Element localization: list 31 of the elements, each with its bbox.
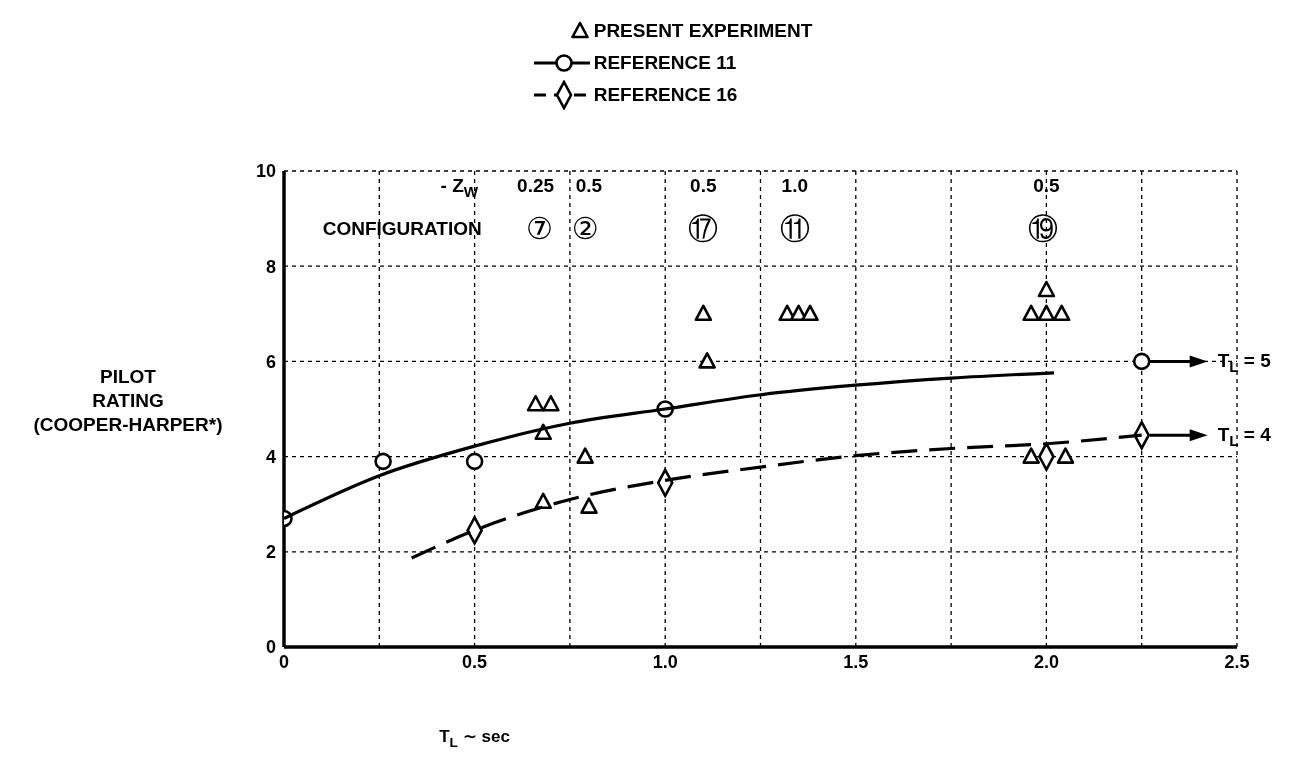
annotation: T$_{L}$ = 4 — [1217, 424, 1272, 450]
y-tick-label: 2 — [265, 542, 276, 563]
annotation: ⑪ — [779, 211, 810, 245]
annotation: ② — [571, 211, 599, 245]
annotation: 0.5 — [575, 175, 603, 197]
annotation: 0.5 — [690, 175, 717, 197]
y-axis-title: PILOT RATING (COOPER-HARPER*) — [33, 366, 223, 435]
legend-label: REFERENCE 16 — [593, 84, 738, 106]
annotation: - Z$_{W}$ — [440, 175, 479, 201]
annotation: 0.25 — [517, 175, 555, 197]
annotation: ⑰ — [688, 211, 719, 245]
annotation: T$_{L}$ = 5 — [1217, 350, 1272, 376]
annotation: 0.5 — [1033, 175, 1061, 197]
annotation: ⑲ — [1027, 211, 1058, 245]
annotation: 1.0 — [781, 175, 809, 197]
x-tick-label: 0.5 — [462, 651, 488, 672]
x-tick-label: 1.5 — [843, 651, 869, 672]
legend-label: PRESENT EXPERIMENT — [593, 20, 813, 42]
x-axis-title: T$_{L}$ ∼ sec — [439, 727, 510, 750]
annotation: ⑦ — [525, 211, 553, 245]
annotation: CONFIGURATION — [322, 217, 482, 239]
y-tick-label: 8 — [265, 256, 276, 277]
x-tick-label: 2.0 — [1033, 651, 1059, 672]
y-tick-label: 4 — [265, 446, 276, 467]
x-tick-label: 2.5 — [1224, 651, 1250, 672]
x-tick-label: 0 — [278, 651, 290, 672]
y-tick-label: 6 — [265, 351, 276, 372]
legend-label: REFERENCE 11 — [593, 52, 737, 74]
x-tick-label: 1.0 — [652, 651, 678, 672]
y-tick-label: 10 — [255, 161, 276, 182]
y-tick-label: 0 — [265, 637, 276, 658]
